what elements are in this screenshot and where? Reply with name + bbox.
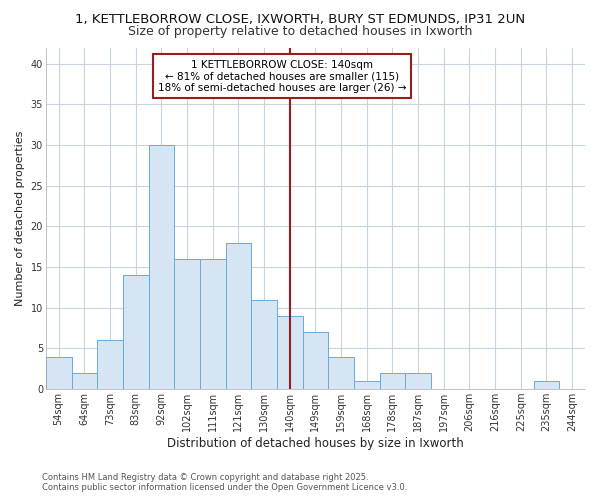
Bar <box>46 356 71 389</box>
Text: Size of property relative to detached houses in Ixworth: Size of property relative to detached ho… <box>128 25 472 38</box>
Bar <box>302 332 328 389</box>
Bar <box>277 316 302 389</box>
Bar <box>226 242 251 389</box>
Bar <box>97 340 123 389</box>
Bar <box>174 259 200 389</box>
Y-axis label: Number of detached properties: Number of detached properties <box>15 130 25 306</box>
Text: 1 KETTLEBORROW CLOSE: 140sqm
← 81% of detached houses are smaller (115)
18% of s: 1 KETTLEBORROW CLOSE: 140sqm ← 81% of de… <box>158 60 406 93</box>
Text: 1, KETTLEBORROW CLOSE, IXWORTH, BURY ST EDMUNDS, IP31 2UN: 1, KETTLEBORROW CLOSE, IXWORTH, BURY ST … <box>75 12 525 26</box>
Bar <box>405 373 431 389</box>
Text: Contains HM Land Registry data © Crown copyright and database right 2025.
Contai: Contains HM Land Registry data © Crown c… <box>42 473 407 492</box>
Bar <box>354 381 380 389</box>
Bar <box>149 145 174 389</box>
Bar <box>71 373 97 389</box>
X-axis label: Distribution of detached houses by size in Ixworth: Distribution of detached houses by size … <box>167 437 464 450</box>
Bar <box>123 276 149 389</box>
Bar <box>200 259 226 389</box>
Bar <box>251 300 277 389</box>
Bar <box>380 373 405 389</box>
Bar <box>328 356 354 389</box>
Bar <box>533 381 559 389</box>
